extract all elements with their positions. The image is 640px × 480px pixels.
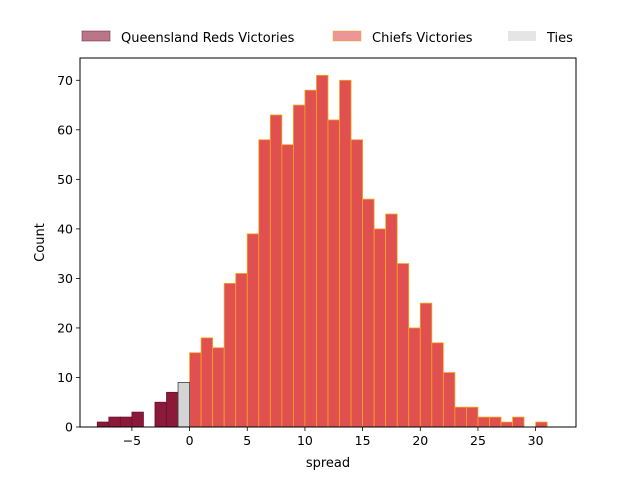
histogram-bar: [373, 228, 387, 428]
bars: [96, 74, 548, 428]
y-tick-label: 40: [57, 221, 73, 236]
histogram-bar: [512, 416, 525, 428]
histogram-bar: [281, 144, 294, 428]
legend-swatch: [508, 31, 536, 41]
histogram-bar: [154, 401, 167, 428]
y-axis-label: Count: [33, 223, 48, 262]
histogram-bar: [350, 139, 364, 428]
y-tick-label: 70: [57, 73, 73, 88]
histogram-bar: [419, 302, 433, 428]
histogram-bar: [500, 421, 513, 428]
x-tick-label: 25: [470, 433, 486, 448]
y-axis: 0 10 20 30 40 50 60 70: [57, 73, 80, 435]
legend-label: Queensland Reds Victories: [121, 31, 295, 46]
histogram-bar: [442, 372, 456, 428]
histogram-bar: [200, 337, 214, 428]
histogram-bar: [327, 119, 340, 428]
legend-swatch: [81, 30, 111, 42]
legend-label: Chiefs Victories: [372, 31, 473, 46]
histogram-bar: [304, 89, 317, 428]
y-tick-label: 0: [65, 420, 73, 435]
histogram-bar: [246, 233, 260, 428]
histogram-bar: [189, 352, 202, 428]
histogram-bar: [489, 416, 502, 428]
histogram-bar: [235, 273, 248, 428]
legend-swatch: [332, 30, 362, 42]
histogram-bar: [339, 79, 352, 428]
x-tick-label: 20: [412, 433, 428, 448]
histogram-bar: [96, 421, 110, 428]
histogram-bar: [177, 382, 190, 428]
x-tick-label: 0: [186, 433, 194, 448]
histogram-bar: [535, 421, 548, 428]
x-axis-label: spread: [306, 456, 350, 471]
histogram-bar: [316, 74, 329, 428]
histogram-bar: [362, 198, 375, 428]
histogram-bar: [212, 347, 225, 428]
y-tick-label: 30: [57, 271, 73, 286]
x-axis: −5 0 5 10 15 20 25 30: [123, 427, 544, 448]
histogram-bar: [131, 411, 144, 428]
x-tick-label: 30: [528, 433, 544, 448]
histogram-bar: [385, 213, 398, 428]
histogram-bar: [454, 406, 467, 428]
histogram-bar: [396, 263, 410, 428]
x-tick-label: 15: [355, 433, 371, 448]
y-tick-label: 50: [57, 172, 73, 187]
plot-frame: [79, 57, 577, 428]
histogram-bar: [108, 416, 121, 428]
x-tick-label: −5: [123, 433, 141, 448]
histogram-bar: [477, 416, 490, 428]
legend: Queensland Reds Victories Chiefs Victorie…: [81, 30, 573, 46]
histogram-bar: [119, 416, 133, 428]
histogram-bar: [408, 327, 421, 428]
histogram-bar: [466, 406, 479, 428]
y-tick-label: 20: [57, 320, 73, 335]
histogram-bar: [269, 114, 283, 428]
histogram-bar: [431, 342, 444, 428]
x-tick-label: 5: [243, 433, 251, 448]
y-tick-label: 60: [57, 122, 73, 137]
y-tick-label: 10: [57, 370, 73, 385]
histogram-bar: [258, 139, 271, 428]
histogram-bar: [223, 282, 237, 428]
x-tick-label: 10: [297, 433, 313, 448]
legend-label: Ties: [546, 31, 573, 46]
histogram-bar: [292, 104, 306, 428]
histogram-bar: [166, 391, 179, 428]
